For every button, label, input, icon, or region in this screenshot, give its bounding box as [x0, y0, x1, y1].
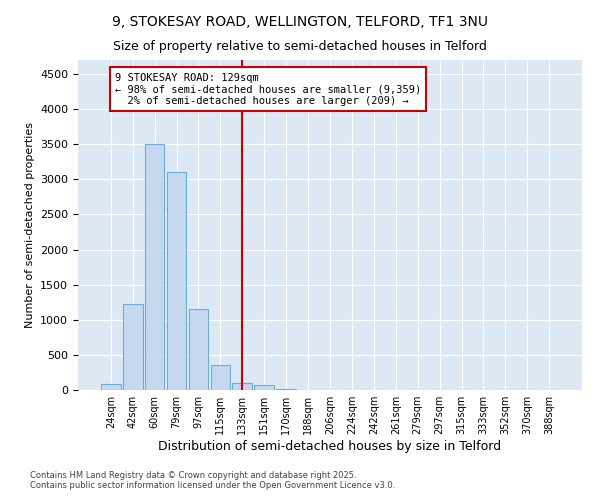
Bar	[254, 385, 274, 390]
Bar	[145, 144, 164, 390]
Bar	[101, 384, 121, 390]
Y-axis label: Number of semi-detached properties: Number of semi-detached properties	[25, 122, 35, 328]
Text: Contains HM Land Registry data © Crown copyright and database right 2025.
Contai: Contains HM Land Registry data © Crown c…	[30, 470, 395, 490]
Text: Size of property relative to semi-detached houses in Telford: Size of property relative to semi-detach…	[113, 40, 487, 53]
Bar	[232, 383, 252, 390]
Text: 9, STOKESAY ROAD, WELLINGTON, TELFORD, TF1 3NU: 9, STOKESAY ROAD, WELLINGTON, TELFORD, T…	[112, 15, 488, 29]
X-axis label: Distribution of semi-detached houses by size in Telford: Distribution of semi-detached houses by …	[158, 440, 502, 453]
Text: 9 STOKESAY ROAD: 129sqm
← 98% of semi-detached houses are smaller (9,359)
  2% o: 9 STOKESAY ROAD: 129sqm ← 98% of semi-de…	[115, 72, 421, 106]
Bar	[167, 172, 187, 390]
Bar	[188, 310, 208, 390]
Bar	[276, 388, 296, 390]
Bar	[123, 304, 143, 390]
Bar	[211, 364, 230, 390]
